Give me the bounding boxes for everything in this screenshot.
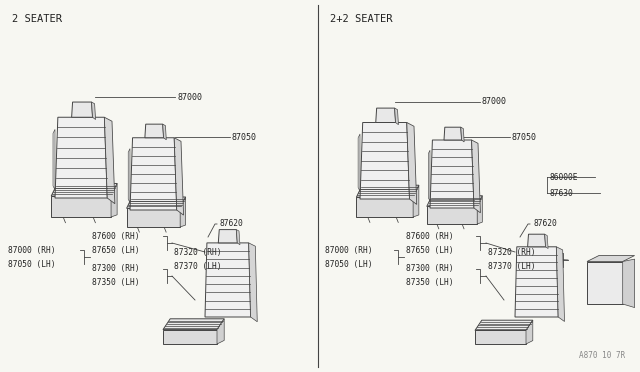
- Text: 87050 (LH): 87050 (LH): [8, 260, 56, 269]
- Polygon shape: [587, 262, 623, 304]
- Polygon shape: [51, 183, 117, 196]
- Polygon shape: [376, 108, 396, 122]
- Polygon shape: [623, 259, 635, 308]
- Text: 87320 (RH): 87320 (RH): [174, 248, 221, 257]
- Text: 87370 (LH): 87370 (LH): [174, 263, 221, 272]
- Polygon shape: [428, 150, 430, 201]
- Polygon shape: [127, 197, 186, 208]
- Polygon shape: [472, 140, 481, 213]
- Text: 87650 (LH): 87650 (LH): [406, 246, 454, 254]
- Polygon shape: [477, 196, 483, 224]
- Polygon shape: [127, 208, 180, 227]
- Text: 87370 (LH): 87370 (LH): [488, 263, 536, 272]
- Text: 87600 (RH): 87600 (RH): [92, 231, 140, 241]
- Text: 87300 (RH): 87300 (RH): [92, 264, 140, 273]
- Polygon shape: [130, 138, 177, 210]
- Polygon shape: [395, 108, 399, 125]
- Polygon shape: [358, 134, 360, 191]
- Polygon shape: [92, 102, 95, 119]
- Text: 87320 (RH): 87320 (RH): [488, 248, 536, 257]
- Polygon shape: [128, 148, 130, 203]
- Text: 87000: 87000: [177, 93, 202, 102]
- Polygon shape: [163, 319, 224, 330]
- Text: 87350 (LH): 87350 (LH): [92, 279, 140, 288]
- Text: 87600 (RH): 87600 (RH): [406, 231, 454, 241]
- Polygon shape: [53, 129, 55, 190]
- Text: A870 10 7R: A870 10 7R: [579, 351, 625, 360]
- Polygon shape: [205, 243, 251, 317]
- Text: 87620: 87620: [220, 219, 244, 228]
- Polygon shape: [356, 197, 413, 217]
- Polygon shape: [51, 196, 111, 217]
- Text: 87050: 87050: [512, 132, 537, 141]
- Polygon shape: [475, 330, 526, 344]
- Text: 87630: 87630: [549, 189, 573, 198]
- Polygon shape: [55, 117, 108, 198]
- Polygon shape: [163, 330, 217, 344]
- Polygon shape: [249, 243, 257, 322]
- Polygon shape: [427, 206, 477, 224]
- Text: 2 SEATER: 2 SEATER: [12, 14, 62, 24]
- Polygon shape: [72, 102, 93, 117]
- Text: 2+2 SEATER: 2+2 SEATER: [330, 14, 392, 24]
- Text: 87000: 87000: [482, 97, 507, 106]
- Polygon shape: [475, 320, 532, 330]
- Polygon shape: [444, 127, 461, 140]
- Polygon shape: [360, 122, 410, 199]
- Polygon shape: [515, 247, 558, 317]
- Polygon shape: [104, 117, 115, 204]
- Polygon shape: [174, 138, 184, 215]
- Polygon shape: [556, 247, 564, 321]
- Text: 87050 (LH): 87050 (LH): [325, 260, 372, 269]
- Text: 86000E: 86000E: [549, 173, 577, 182]
- Text: 87350 (LH): 87350 (LH): [406, 279, 454, 288]
- Polygon shape: [163, 124, 166, 140]
- Polygon shape: [217, 319, 224, 344]
- Polygon shape: [427, 196, 483, 206]
- Text: 87000 (RH): 87000 (RH): [8, 246, 56, 254]
- Text: 87620: 87620: [533, 219, 557, 228]
- Polygon shape: [356, 185, 419, 197]
- Text: 87000 (RH): 87000 (RH): [325, 246, 372, 254]
- Text: 87650 (LH): 87650 (LH): [92, 246, 140, 254]
- Polygon shape: [527, 234, 545, 247]
- Text: 87300 (RH): 87300 (RH): [406, 264, 454, 273]
- Polygon shape: [236, 230, 240, 245]
- Polygon shape: [430, 140, 474, 208]
- Polygon shape: [407, 122, 417, 204]
- Polygon shape: [145, 124, 164, 138]
- Polygon shape: [413, 185, 419, 217]
- Polygon shape: [180, 197, 186, 227]
- Text: 87050: 87050: [232, 132, 257, 141]
- Polygon shape: [218, 230, 237, 243]
- Polygon shape: [526, 320, 532, 344]
- Polygon shape: [587, 256, 635, 262]
- Polygon shape: [461, 127, 464, 142]
- Polygon shape: [111, 183, 117, 217]
- Polygon shape: [545, 234, 548, 248]
